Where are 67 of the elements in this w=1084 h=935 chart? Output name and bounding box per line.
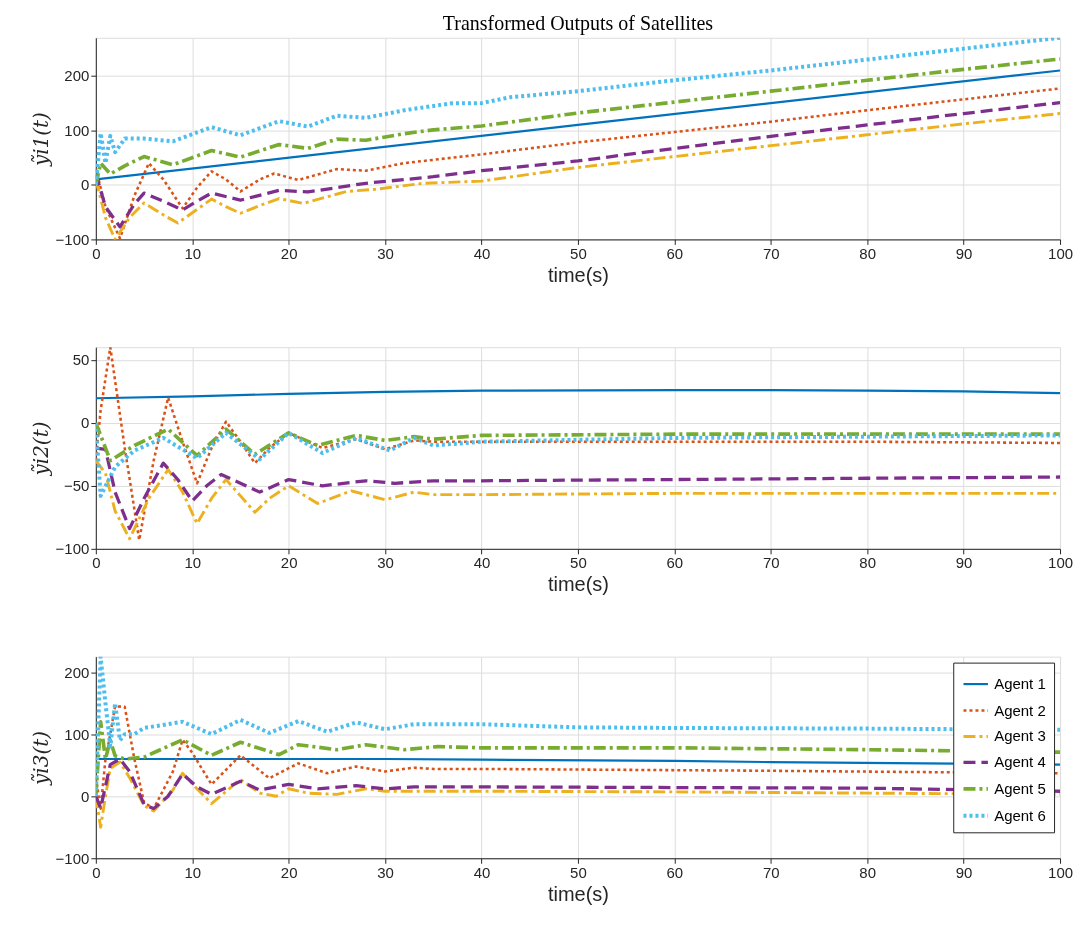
x-tick-label: 10 [184, 244, 202, 262]
legend-label: Agent 1 [994, 675, 1046, 693]
legend-label: Agent 3 [994, 727, 1046, 745]
line-series [95, 704, 1061, 810]
y-tick-label: −50 [63, 477, 90, 495]
line-series [95, 757, 1061, 811]
x-axis-title: time(s) [547, 263, 609, 286]
y-tick-label: −100 [55, 540, 90, 558]
x-tick-label: 50 [570, 244, 587, 262]
y-tick-label: −100 [55, 230, 90, 248]
y-tick-label: 100 [64, 121, 90, 139]
x-tick-label: 90 [955, 554, 973, 572]
y-tick-label: 0 [81, 176, 90, 194]
x-tick-label: 0 [92, 863, 101, 881]
y-tick-label: 50 [72, 351, 90, 369]
x-tick-label: 90 [955, 244, 973, 262]
legend-label: Agent 4 [994, 753, 1046, 771]
x-tick-label: 60 [666, 244, 684, 262]
x-tick-label: 40 [473, 863, 491, 881]
line-series [95, 420, 1061, 498]
x-tick-label: 10 [184, 554, 202, 572]
x-tick-label: 20 [280, 554, 298, 572]
x-tick-label: 100 [1048, 863, 1074, 881]
legend-label: Agent 6 [994, 806, 1046, 824]
x-tick-label: 60 [666, 554, 684, 572]
x-tick-label: 20 [280, 244, 298, 262]
x-tick-label: 90 [955, 863, 973, 881]
x-tick-label: 20 [280, 863, 298, 881]
line-series [95, 446, 1061, 531]
x-tick-label: 70 [762, 554, 780, 572]
x-tick-label: 30 [377, 244, 394, 262]
x-tick-label: 80 [859, 863, 877, 881]
x-axis-title: time(s) [547, 882, 609, 905]
y-tick-label: 0 [81, 787, 90, 805]
x-tick-label: 0 [92, 554, 101, 572]
x-tick-label: 80 [859, 244, 877, 262]
x-tick-label: 40 [473, 554, 491, 572]
y-axis-title: ỹi2(t) [28, 421, 53, 477]
y-tick-label: −100 [55, 849, 90, 867]
x-tick-label: 30 [377, 554, 394, 572]
x-tick-label: 60 [666, 863, 684, 881]
x-axis-title: time(s) [547, 573, 609, 596]
line-series [95, 420, 1061, 463]
x-tick-label: 70 [762, 244, 780, 262]
line-series [95, 100, 1061, 229]
x-tick-label: 50 [570, 863, 587, 881]
x-tick-label: 10 [184, 863, 202, 881]
chart-title: Transformed Outputs of Satellites [442, 11, 714, 35]
y-tick-label: 100 [64, 725, 90, 743]
x-tick-label: 100 [1048, 244, 1074, 262]
legend-label: Agent 2 [994, 701, 1046, 719]
legend-label: Agent 5 [994, 779, 1046, 797]
x-tick-label: 30 [377, 863, 394, 881]
x-tick-label: 0 [92, 244, 101, 262]
x-tick-label: 40 [473, 244, 491, 262]
y-tick-label: 200 [64, 67, 90, 85]
x-tick-label: 70 [762, 863, 780, 881]
x-tick-label: 50 [570, 554, 587, 572]
line-series [95, 656, 1061, 799]
x-tick-label: 100 [1048, 554, 1074, 572]
y-axis-title: ỹi1(t) [28, 112, 53, 168]
y-axis-title: ỹi3(t) [28, 730, 53, 786]
y-tick-label: 200 [64, 663, 90, 681]
x-tick-label: 80 [859, 554, 877, 572]
line-series [95, 388, 1061, 400]
y-tick-label: 0 [81, 414, 90, 432]
line-series [95, 347, 1061, 542]
